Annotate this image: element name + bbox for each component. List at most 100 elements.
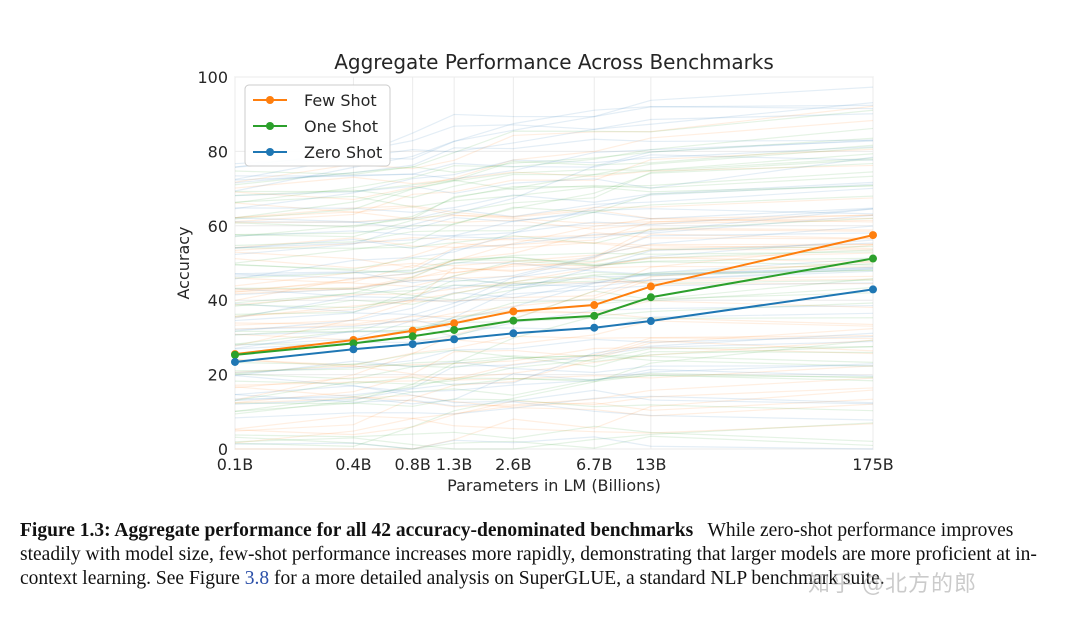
benchmark-line xyxy=(234,265,874,306)
y-tick-label: 40 xyxy=(208,291,228,310)
benchmark-line xyxy=(234,139,874,256)
data-point xyxy=(646,293,655,302)
benchmark-line xyxy=(234,395,874,419)
legend-label: Zero Shot xyxy=(304,143,382,162)
benchmark-line xyxy=(234,242,874,349)
benchmark-line xyxy=(234,274,874,301)
benchmark-line xyxy=(234,385,874,405)
data-point xyxy=(408,340,417,349)
benchmark-line xyxy=(234,202,874,225)
data-point xyxy=(590,323,599,332)
legend-marker xyxy=(266,96,274,104)
data-point xyxy=(231,350,239,359)
data-point xyxy=(509,316,518,325)
benchmark-line xyxy=(234,211,874,230)
benchmark-line xyxy=(234,228,874,269)
figure-caption: Figure 1.3: Aggregate performance for al… xyxy=(20,519,1060,591)
benchmark-line xyxy=(234,339,874,375)
benchmark-line xyxy=(234,266,874,299)
benchmark-line xyxy=(234,208,874,237)
benchmark-line xyxy=(234,349,874,368)
benchmark-line xyxy=(234,214,874,249)
y-tick-label: 100 xyxy=(197,68,228,87)
grid xyxy=(234,76,874,450)
benchmark-line xyxy=(234,237,874,251)
benchmark-line xyxy=(234,394,874,417)
benchmark-line xyxy=(234,372,874,386)
benchmark-line xyxy=(234,393,874,421)
benchmark-line xyxy=(234,187,874,223)
benchmark-line xyxy=(234,245,874,270)
benchmark-line xyxy=(234,197,874,224)
data-point xyxy=(349,339,358,348)
benchmark-line xyxy=(234,269,874,318)
x-axis-label: Parameters in LM (Billions) xyxy=(447,476,661,495)
x-tick-label: 0.8B xyxy=(394,455,430,474)
benchmark-line xyxy=(234,119,874,201)
benchmark-line xyxy=(234,244,874,401)
y-tick-label: 80 xyxy=(208,142,228,161)
benchmark-line xyxy=(234,162,874,264)
benchmark-line xyxy=(234,278,874,317)
benchmark-line xyxy=(234,335,874,374)
benchmark-line xyxy=(234,268,874,332)
legend-box xyxy=(244,84,391,167)
benchmark-line xyxy=(234,137,874,175)
benchmark-line xyxy=(234,425,874,442)
benchmark-line xyxy=(234,377,874,408)
benchmark-line xyxy=(235,389,874,450)
benchmark-line xyxy=(234,184,874,236)
benchmark-line xyxy=(234,185,874,208)
y-tick-label: 20 xyxy=(208,366,228,385)
data-point xyxy=(590,301,599,310)
data-point xyxy=(869,254,877,263)
benchmark-line xyxy=(234,387,874,436)
benchmark-line xyxy=(234,227,874,291)
benchmark-line xyxy=(234,332,874,405)
benchmark-line xyxy=(234,148,874,223)
x-tick-label: 6.7B xyxy=(576,455,612,474)
benchmark-line xyxy=(234,346,874,402)
benchmark-line xyxy=(234,302,874,415)
legend-label: One Shot xyxy=(304,117,378,136)
benchmark-line xyxy=(234,346,874,368)
x-tick-label: 13B xyxy=(635,455,666,474)
benchmark-line xyxy=(234,354,874,380)
benchmark-line xyxy=(234,270,874,346)
caption-text: While zero-shot performance improves ste… xyxy=(20,520,1037,589)
benchmark-line xyxy=(234,422,874,450)
benchmark-line xyxy=(234,368,874,405)
benchmark-line xyxy=(234,241,874,287)
benchmark-line xyxy=(234,225,874,296)
benchmark-line xyxy=(234,205,874,220)
legend: Few Shot One Shot Zero Shot xyxy=(244,84,391,167)
benchmark-line xyxy=(234,243,874,269)
benchmark-line xyxy=(234,363,874,393)
benchmark-line xyxy=(234,157,874,199)
figure-reference-link[interactable]: 3.8 xyxy=(244,568,270,589)
benchmark-line xyxy=(234,109,874,186)
benchmark-line xyxy=(234,415,874,434)
data-point xyxy=(450,335,459,344)
benchmark-line xyxy=(234,337,874,386)
benchmark-line xyxy=(234,171,874,228)
series-line xyxy=(234,234,874,356)
benchmark-line xyxy=(234,312,874,331)
caption-text-end: for a more detailed analysis on SuperGLU… xyxy=(269,568,885,589)
data-point xyxy=(869,231,877,240)
benchmark-line xyxy=(234,435,874,450)
benchmark-line xyxy=(234,164,874,189)
benchmark-line xyxy=(234,207,874,249)
benchmark-line xyxy=(234,233,874,318)
data-point xyxy=(590,311,599,320)
benchmark-line xyxy=(234,275,874,293)
aggregate-performance-chart: 0.1B 0.4B 0.8B 1.3B 2.6B 6.7B 13B 175B 0 20 40 60 80… xyxy=(174,50,894,495)
benchmark-line xyxy=(234,328,874,432)
data-point xyxy=(509,307,518,316)
x-tick-label: 175B xyxy=(852,455,894,474)
benchmark-line xyxy=(234,146,874,210)
caption-label: Figure 1.3: Aggregate performance for al… xyxy=(20,520,694,541)
data-point xyxy=(450,319,459,328)
benchmark-line xyxy=(234,260,874,315)
benchmark-line xyxy=(234,252,874,288)
